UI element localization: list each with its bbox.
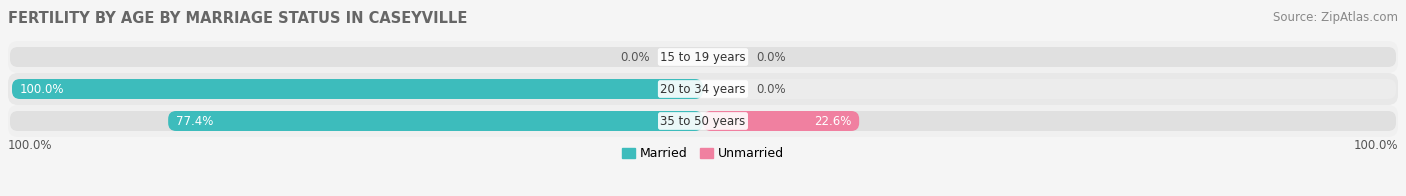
FancyBboxPatch shape: [169, 111, 703, 131]
Text: 0.0%: 0.0%: [756, 51, 786, 64]
Text: Source: ZipAtlas.com: Source: ZipAtlas.com: [1272, 11, 1398, 24]
Text: 35 to 50 years: 35 to 50 years: [661, 114, 745, 128]
Text: 100.0%: 100.0%: [8, 139, 52, 152]
Text: 77.4%: 77.4%: [176, 114, 214, 128]
FancyBboxPatch shape: [703, 111, 859, 131]
FancyBboxPatch shape: [10, 111, 1396, 131]
Text: FERTILITY BY AGE BY MARRIAGE STATUS IN CASEYVILLE: FERTILITY BY AGE BY MARRIAGE STATUS IN C…: [8, 11, 467, 26]
Text: 22.6%: 22.6%: [814, 114, 851, 128]
Text: 100.0%: 100.0%: [1354, 139, 1398, 152]
FancyBboxPatch shape: [8, 73, 1398, 105]
FancyBboxPatch shape: [8, 105, 1398, 137]
FancyBboxPatch shape: [10, 79, 1396, 99]
FancyBboxPatch shape: [13, 79, 703, 99]
Text: 0.0%: 0.0%: [620, 51, 650, 64]
FancyBboxPatch shape: [8, 41, 1398, 73]
Text: 20 to 34 years: 20 to 34 years: [661, 83, 745, 95]
Text: 15 to 19 years: 15 to 19 years: [661, 51, 745, 64]
Text: 0.0%: 0.0%: [756, 83, 786, 95]
FancyBboxPatch shape: [10, 47, 1396, 67]
Legend: Married, Unmarried: Married, Unmarried: [623, 147, 783, 160]
Text: 100.0%: 100.0%: [20, 83, 65, 95]
